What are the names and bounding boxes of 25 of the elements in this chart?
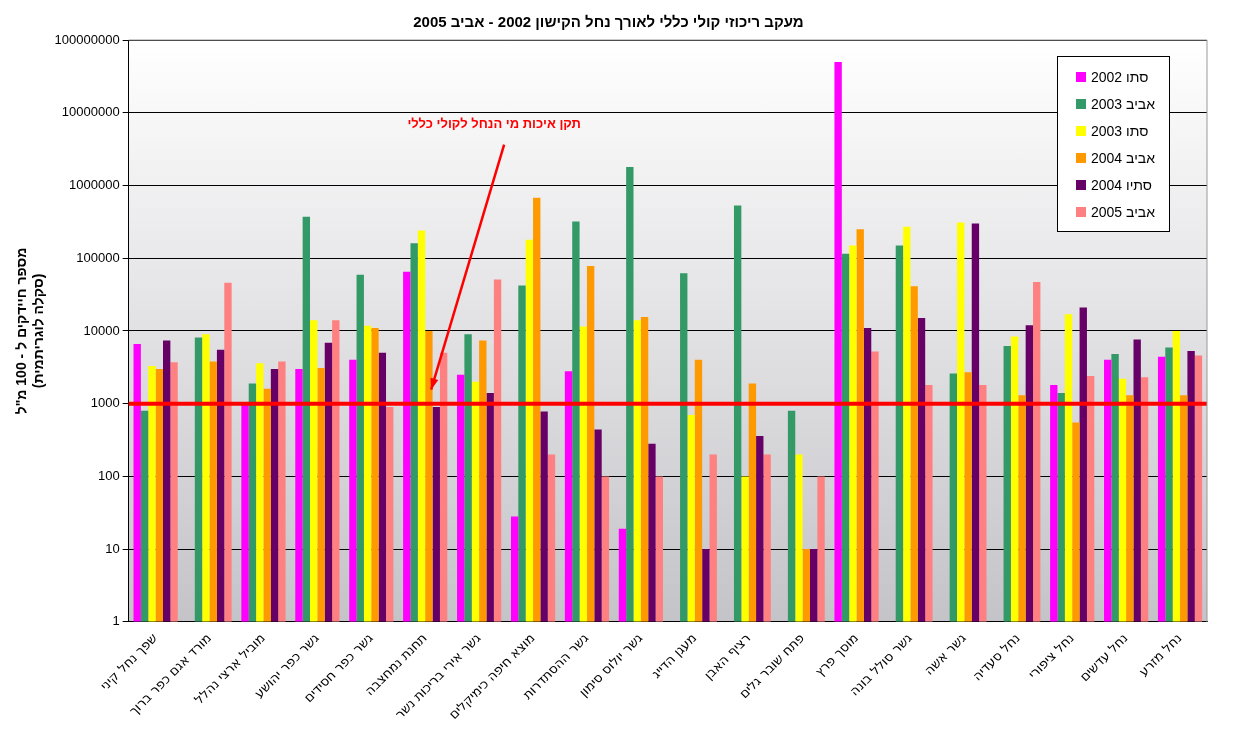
x-tick-label: גשר אשה xyxy=(921,630,969,678)
ref-line-label: תקן איכות מי הנחל לקולי כללי xyxy=(407,116,581,132)
y-tick-label: 100000 xyxy=(76,249,120,265)
y-tick-label: 1000000 xyxy=(69,177,120,193)
legend-label: סתו 2002 xyxy=(1091,68,1149,85)
legend-label: סתו 2003 xyxy=(1091,122,1149,139)
legend-label: סתיו 2004 xyxy=(1091,176,1153,193)
x-tick-label: מעגן הדייג xyxy=(648,630,700,682)
x-tick-label: נחל ציפורי xyxy=(1025,630,1077,682)
x-tick-label: נחל עדשים xyxy=(1076,630,1131,685)
legend-label: אביב 2003 xyxy=(1091,95,1155,112)
y-tick-label: 100 xyxy=(97,467,120,483)
y-tick-label: 10000000 xyxy=(61,104,120,120)
x-tick-label: נחל סעדיה xyxy=(969,630,1023,684)
legend-label: אביב 2005 xyxy=(1091,203,1155,220)
y-tick-label: 100000000 xyxy=(54,31,120,47)
y-tick-label: 10 xyxy=(105,540,120,556)
y-tick-label: 1000 xyxy=(90,395,120,411)
x-tick-label: נחל מזרע xyxy=(1135,630,1185,680)
x-tick-label: מוסך פרץ xyxy=(811,630,862,680)
legend-label: אביב 2004 xyxy=(1091,149,1155,166)
y-tick-label: 10000 xyxy=(83,322,120,338)
y-tick-label: 1 xyxy=(112,613,120,629)
y-axis-title: מספר חיידקים ל - 100 מ"ל (סקלה לוגריתמית) xyxy=(13,247,47,415)
chart-title: מעקב ריכוזי קולי כללי לאורך נחל הקישון 2002 - אביב 2005 xyxy=(413,13,804,31)
